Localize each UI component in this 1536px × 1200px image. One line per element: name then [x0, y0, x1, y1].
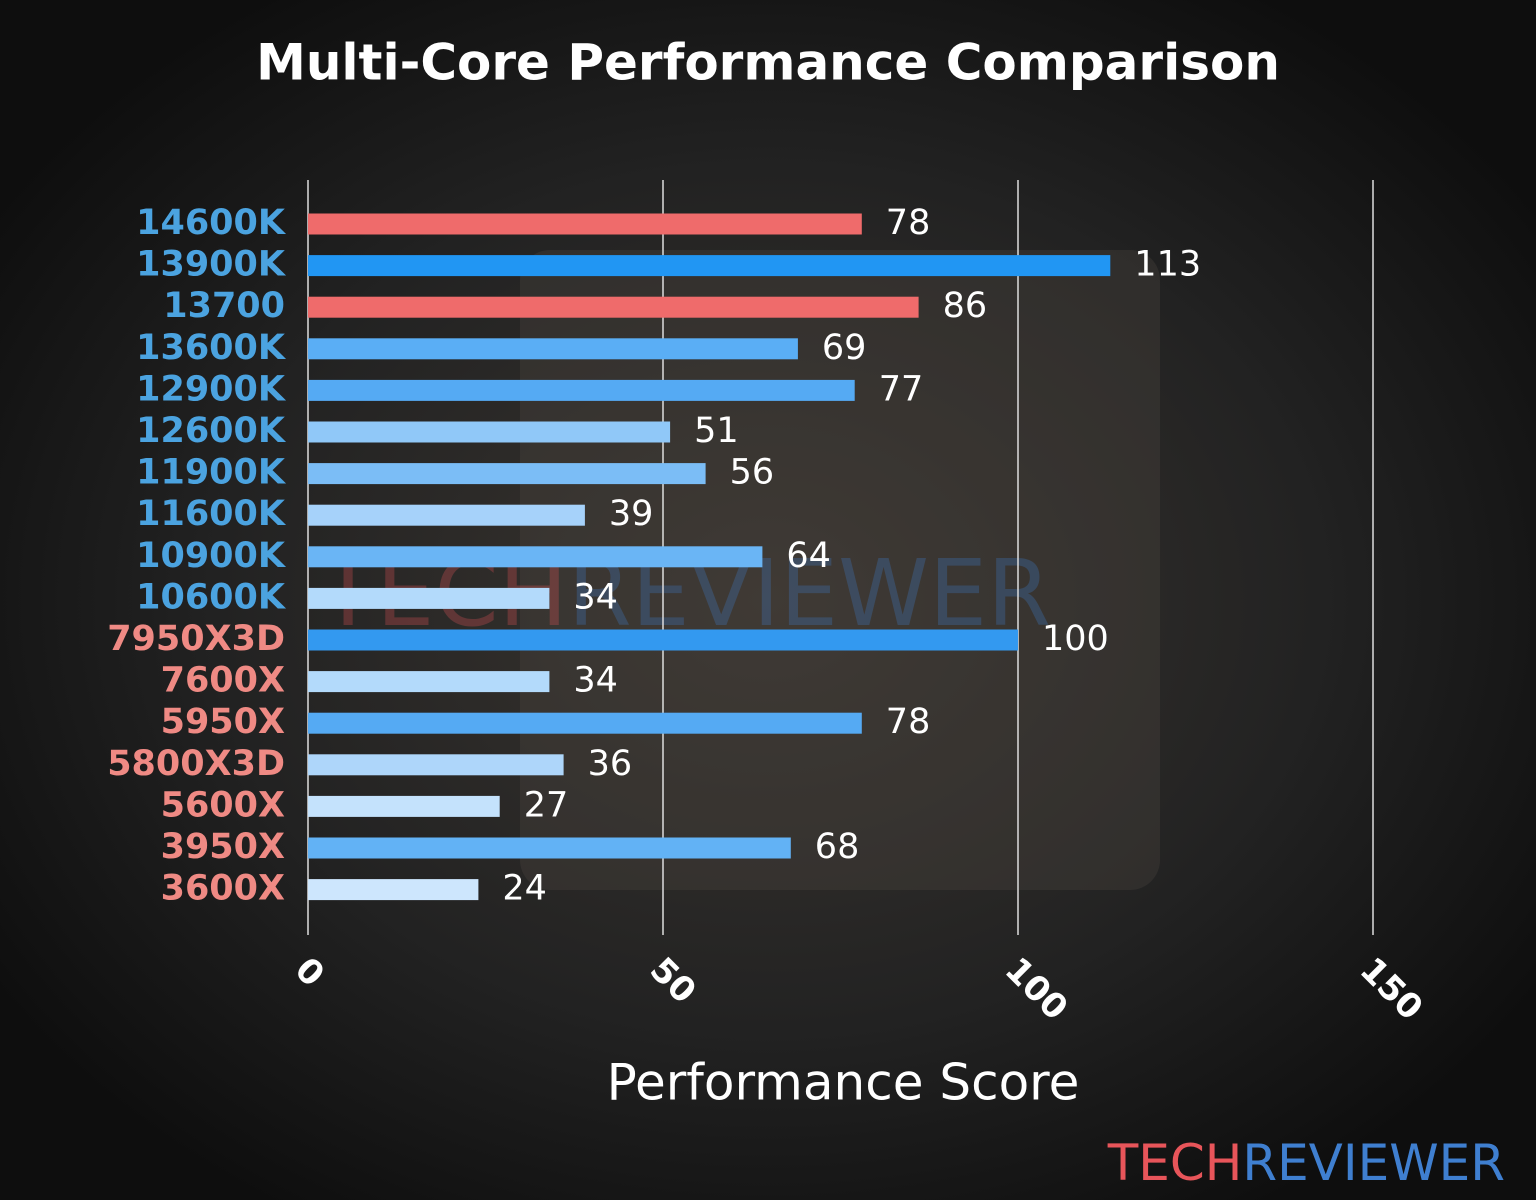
bar — [308, 504, 585, 526]
bar — [308, 463, 706, 485]
y-tick-label: 11900K — [136, 453, 287, 493]
bar — [308, 379, 855, 401]
y-tick-label: 3950X — [161, 827, 285, 867]
y-tick-label: 11600K — [136, 494, 287, 534]
bar — [308, 338, 798, 360]
y-tick-label: 14600K — [136, 203, 287, 243]
value-label: 34 — [573, 661, 618, 701]
bar — [308, 421, 671, 443]
bar — [308, 296, 919, 318]
value-label: 100 — [1042, 619, 1109, 659]
bar — [308, 754, 564, 776]
value-label: 27 — [524, 785, 569, 825]
bar — [308, 629, 1018, 651]
x-axis-label: Performance Score — [607, 1054, 1080, 1112]
value-label: 64 — [786, 536, 831, 576]
logo: TECHREVIEWER — [1107, 1134, 1505, 1192]
chart-title: Multi-Core Performance Comparison — [256, 34, 1280, 92]
y-tick-label: 13600K — [136, 328, 287, 368]
y-tick-label: 13700 — [163, 286, 285, 326]
y-tick-label: 10600K — [136, 577, 287, 617]
bar — [308, 795, 500, 817]
y-tick-label: 12600K — [136, 411, 287, 451]
y-tick-label: 13900K — [136, 245, 287, 285]
value-label: 34 — [573, 577, 618, 617]
bar — [308, 712, 862, 734]
y-tick-label: 5600X — [161, 785, 285, 825]
value-label: 69 — [822, 328, 867, 368]
bar — [308, 587, 550, 609]
value-label: 39 — [609, 494, 654, 534]
y-tick-label: 7600X — [161, 661, 285, 701]
y-tick-label: 7950X3D — [107, 619, 285, 659]
bar — [308, 213, 862, 235]
y-tick-label: 3600X — [161, 869, 285, 909]
value-label: 113 — [1134, 245, 1201, 285]
value-label: 78 — [886, 702, 931, 742]
logo-part: REVIEWER — [1242, 1134, 1505, 1192]
value-label: 68 — [815, 827, 860, 867]
bar — [308, 546, 763, 568]
value-label: 86 — [943, 286, 988, 326]
value-label: 77 — [879, 369, 924, 409]
bar — [308, 837, 791, 859]
y-tick-label: 5800X3D — [107, 744, 285, 784]
bar — [308, 671, 550, 693]
logo-part: TECH — [1107, 1134, 1243, 1192]
y-tick-label: 5950X — [161, 702, 285, 742]
y-tick-label: 12900K — [136, 369, 287, 409]
bar — [308, 879, 479, 901]
value-label: 78 — [886, 203, 931, 243]
value-label: 56 — [730, 453, 775, 493]
value-label: 24 — [502, 869, 547, 909]
y-tick-label: 10900K — [136, 536, 287, 576]
value-label: 51 — [694, 411, 739, 451]
value-label: 36 — [588, 744, 633, 784]
bar — [308, 255, 1111, 277]
